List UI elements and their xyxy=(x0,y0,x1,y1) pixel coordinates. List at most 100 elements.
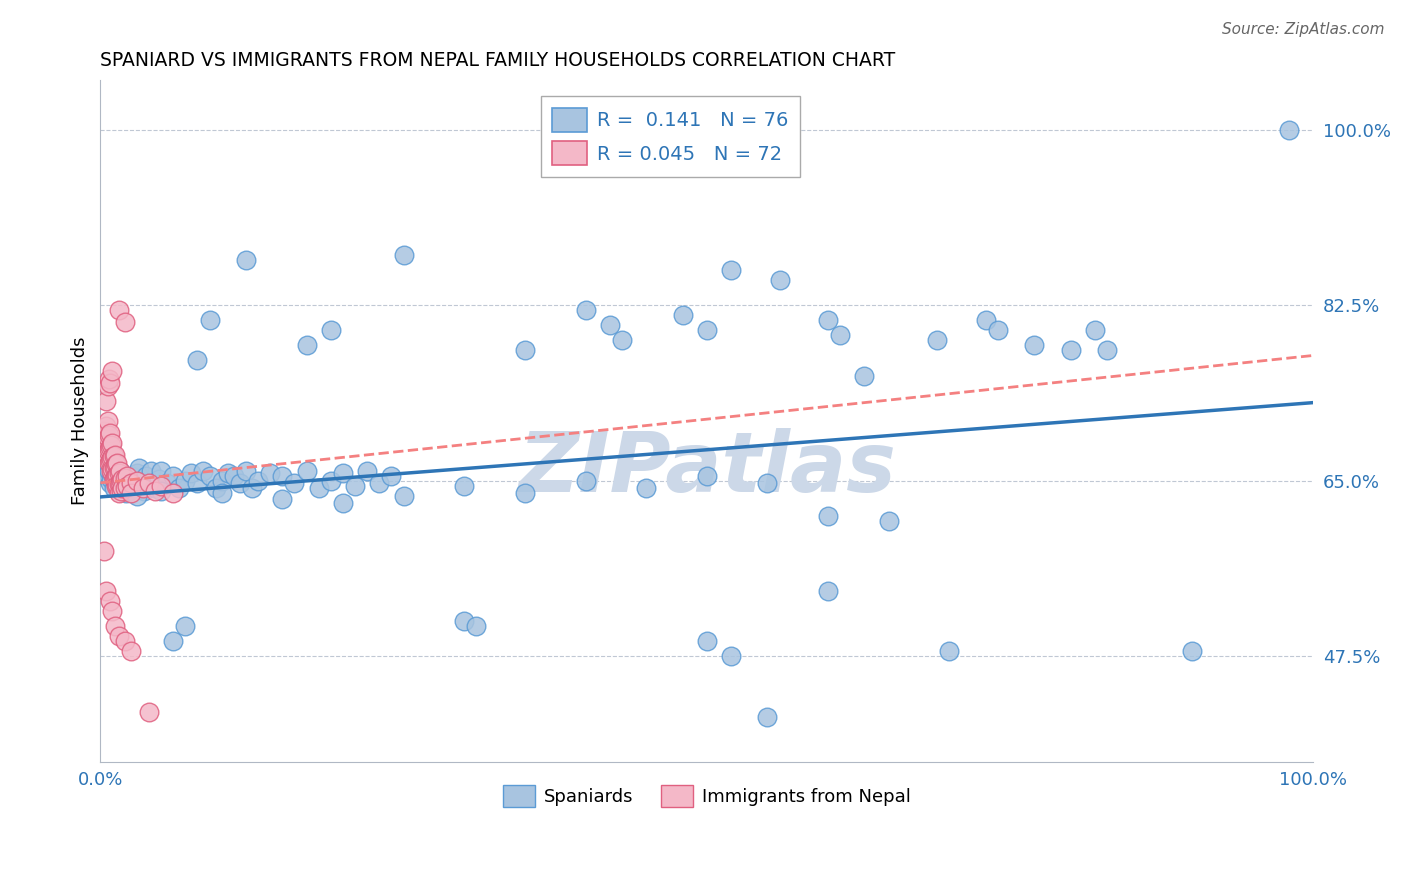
Point xyxy=(108,464,131,478)
Point xyxy=(283,475,305,490)
Point xyxy=(636,481,658,495)
Point xyxy=(513,343,536,358)
Point xyxy=(574,474,596,488)
Point xyxy=(111,481,134,495)
Point xyxy=(98,475,121,490)
Point xyxy=(114,481,136,495)
Point xyxy=(150,479,173,493)
Point xyxy=(392,489,415,503)
Point xyxy=(121,468,143,483)
Point xyxy=(105,479,128,493)
Point xyxy=(817,313,839,327)
Point xyxy=(720,649,742,664)
Point xyxy=(97,456,120,470)
Point xyxy=(186,475,208,490)
Point xyxy=(156,475,179,490)
Point xyxy=(97,443,120,458)
Point xyxy=(98,440,121,454)
Point xyxy=(186,353,208,368)
Point xyxy=(115,468,138,483)
Point xyxy=(138,475,160,490)
Point xyxy=(108,464,131,478)
Point xyxy=(574,303,596,318)
Point xyxy=(756,475,779,490)
Point xyxy=(198,313,221,327)
Point xyxy=(104,448,127,462)
Point xyxy=(211,474,233,488)
Point xyxy=(987,323,1010,337)
Point xyxy=(122,481,145,495)
Point xyxy=(180,466,202,480)
Point xyxy=(101,435,124,450)
Point xyxy=(98,376,121,390)
Point xyxy=(247,474,270,488)
Point xyxy=(101,363,124,377)
Point xyxy=(193,464,215,478)
Point xyxy=(143,483,166,498)
Point xyxy=(1095,343,1118,358)
Point xyxy=(135,468,157,483)
Point xyxy=(167,481,190,495)
Point xyxy=(105,466,128,480)
Point xyxy=(344,479,367,493)
Point xyxy=(877,514,900,528)
Point xyxy=(100,451,122,466)
Point xyxy=(240,481,263,495)
Point xyxy=(217,466,239,480)
Point xyxy=(817,508,839,523)
Point xyxy=(101,450,124,464)
Point xyxy=(105,478,128,492)
Point xyxy=(115,479,138,493)
Point xyxy=(105,479,128,493)
Point xyxy=(98,425,121,440)
Point xyxy=(768,273,790,287)
Point xyxy=(150,483,173,498)
Point xyxy=(368,475,391,490)
Point xyxy=(610,334,633,348)
Point xyxy=(756,709,779,723)
Point xyxy=(103,449,125,463)
Point xyxy=(853,368,876,383)
Point xyxy=(105,456,128,470)
Point xyxy=(235,253,257,268)
Point xyxy=(94,428,117,442)
Point xyxy=(1181,644,1204,658)
Point xyxy=(132,481,155,495)
Point xyxy=(120,644,142,658)
Point xyxy=(599,318,621,333)
Point xyxy=(211,486,233,500)
Point xyxy=(97,414,120,428)
Point xyxy=(308,481,330,495)
Point xyxy=(101,604,124,618)
Point xyxy=(198,468,221,483)
Point xyxy=(114,471,136,485)
Point xyxy=(271,468,294,483)
Point xyxy=(120,486,142,500)
Point xyxy=(148,472,170,486)
Point xyxy=(107,303,129,318)
Point xyxy=(696,634,718,648)
Point xyxy=(235,464,257,478)
Point xyxy=(105,468,128,483)
Point xyxy=(107,629,129,643)
Point xyxy=(162,486,184,500)
Point xyxy=(110,483,132,498)
Point xyxy=(97,464,120,478)
Point xyxy=(131,475,153,490)
Point xyxy=(97,442,120,456)
Point xyxy=(174,474,197,488)
Point xyxy=(104,471,127,485)
Point xyxy=(319,474,342,488)
Point xyxy=(465,619,488,633)
Point xyxy=(671,309,693,323)
Text: ZIPatlas: ZIPatlas xyxy=(517,428,896,509)
Point xyxy=(103,472,125,486)
Point xyxy=(93,439,115,453)
Point xyxy=(332,466,354,480)
Point xyxy=(101,467,124,481)
Point xyxy=(97,431,120,445)
Point xyxy=(138,475,160,490)
Text: SPANIARD VS IMMIGRANTS FROM NEPAL FAMILY HOUSEHOLDS CORRELATION CHART: SPANIARD VS IMMIGRANTS FROM NEPAL FAMILY… xyxy=(100,51,896,70)
Point xyxy=(91,424,114,438)
Point xyxy=(98,594,121,608)
